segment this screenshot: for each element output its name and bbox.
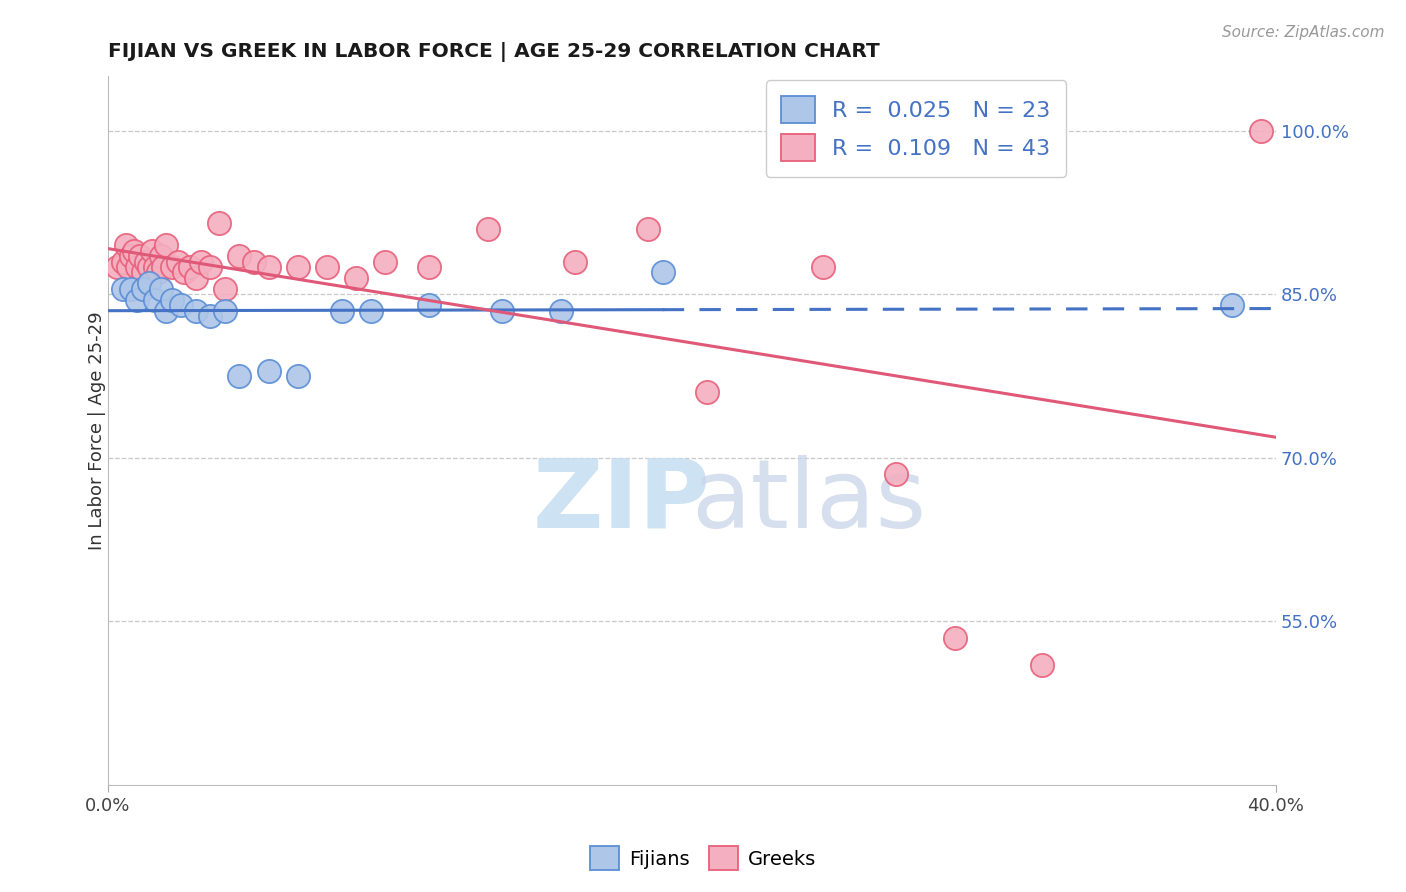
Point <box>132 265 155 279</box>
Point <box>143 260 166 274</box>
Point <box>1031 657 1053 672</box>
Point <box>287 368 309 383</box>
Y-axis label: In Labor Force | Age 25-29: In Labor Force | Age 25-29 <box>89 311 105 549</box>
Point <box>120 282 142 296</box>
Text: atlas: atlas <box>692 455 927 548</box>
Point <box>330 303 353 318</box>
Point <box>170 298 193 312</box>
Point <box>418 260 440 274</box>
Point <box>243 254 266 268</box>
Point <box>696 385 718 400</box>
Point <box>214 303 236 318</box>
Point <box>228 249 250 263</box>
Point <box>111 282 134 296</box>
Point <box>184 271 207 285</box>
Point <box>228 368 250 383</box>
Point <box>1220 298 1243 312</box>
Point <box>167 254 190 268</box>
Point <box>105 260 128 274</box>
Legend: R =  0.025   N = 23, R =  0.109   N = 43: R = 0.025 N = 23, R = 0.109 N = 43 <box>766 80 1066 177</box>
Point <box>943 631 966 645</box>
Text: ZIP: ZIP <box>533 455 711 548</box>
Point <box>477 222 499 236</box>
Point <box>138 277 160 291</box>
Point <box>1250 124 1272 138</box>
Point <box>122 244 145 258</box>
Point <box>152 260 174 274</box>
Point <box>374 254 396 268</box>
Point <box>155 238 177 252</box>
Point <box>813 260 835 274</box>
Point <box>637 222 659 236</box>
Legend: Fijians, Greeks: Fijians, Greeks <box>582 838 824 878</box>
Point <box>149 282 172 296</box>
Point <box>135 254 157 268</box>
Text: FIJIAN VS GREEK IN LABOR FORCE | AGE 25-29 CORRELATION CHART: FIJIAN VS GREEK IN LABOR FORCE | AGE 25-… <box>108 42 880 62</box>
Point <box>127 260 149 274</box>
Point <box>886 467 908 481</box>
Point <box>160 260 183 274</box>
Point <box>344 271 367 285</box>
Point <box>651 265 673 279</box>
Point <box>132 282 155 296</box>
Point <box>208 216 231 230</box>
Point <box>316 260 339 274</box>
Point <box>564 254 586 268</box>
Point <box>198 309 221 323</box>
Point <box>550 303 572 318</box>
Point <box>173 265 195 279</box>
Point <box>146 265 169 279</box>
Text: Source: ZipAtlas.com: Source: ZipAtlas.com <box>1222 25 1385 40</box>
Point <box>138 260 160 274</box>
Point <box>160 293 183 307</box>
Point <box>257 363 280 377</box>
Point <box>198 260 221 274</box>
Point <box>117 260 139 274</box>
Point <box>287 260 309 274</box>
Point <box>149 249 172 263</box>
Point <box>179 260 201 274</box>
Point <box>184 303 207 318</box>
Point <box>214 282 236 296</box>
Point <box>141 244 163 258</box>
Point <box>360 303 382 318</box>
Point <box>491 303 513 318</box>
Point <box>190 254 212 268</box>
Point <box>127 293 149 307</box>
Point <box>129 249 152 263</box>
Point <box>155 303 177 318</box>
Point <box>143 293 166 307</box>
Point <box>120 249 142 263</box>
Point <box>257 260 280 274</box>
Point <box>114 238 136 252</box>
Point <box>111 254 134 268</box>
Point <box>418 298 440 312</box>
